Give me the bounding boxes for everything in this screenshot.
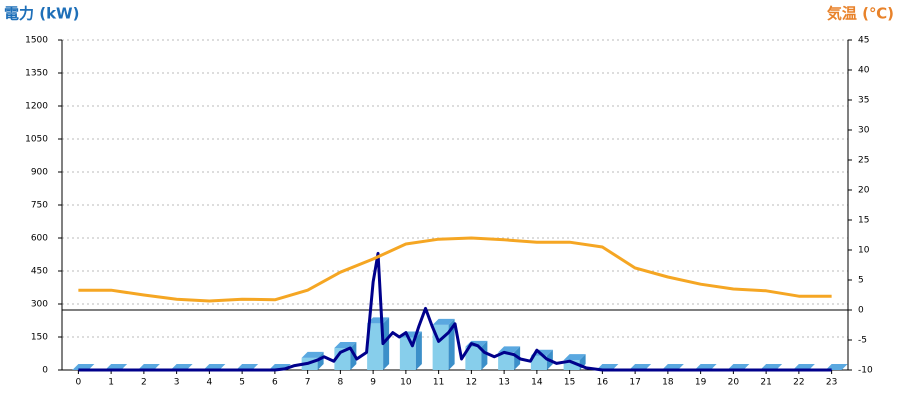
y-tick-label: 1350: [25, 69, 48, 79]
y-tick-label: 1050: [25, 135, 48, 145]
y-tick-label: 0: [42, 366, 48, 376]
x-tick-label: 10: [400, 378, 412, 388]
y2-tick-label: 10: [858, 246, 870, 256]
x-tick-label: 7: [305, 378, 311, 388]
bar-part: [383, 317, 390, 370]
bar-part: [530, 355, 547, 370]
y-tick-label: 900: [31, 168, 48, 178]
bar-part: [563, 360, 580, 370]
x-tick-label: 1: [108, 378, 114, 388]
y2-tick-label: 20: [858, 186, 870, 196]
x-tick-label: 14: [531, 378, 543, 388]
y2-tick-label: -10: [858, 366, 873, 376]
bar-part: [301, 351, 324, 358]
bar-part: [498, 352, 515, 370]
x-tick-label: 17: [629, 378, 640, 388]
y-axis-title: 電力 (kW): [4, 5, 79, 23]
x-tick-label: 9: [370, 378, 376, 388]
y2-tick-label: -5: [858, 336, 867, 346]
y-tick-label: 1500: [25, 36, 48, 46]
bar-part: [481, 340, 488, 370]
x-tick-label: 21: [760, 378, 771, 388]
y-tick-label: 600: [31, 234, 48, 244]
bar-part: [367, 323, 384, 370]
y2-tick-label: 45: [858, 36, 869, 46]
x-tick-label: 2: [141, 378, 147, 388]
bar-part: [367, 317, 390, 324]
y-tick-label: 300: [31, 300, 48, 310]
x-tick-label: 19: [695, 378, 707, 388]
y-tick-label: 450: [31, 267, 48, 277]
x-tick-label: 15: [564, 378, 575, 388]
x-tick-label: 16: [597, 378, 609, 388]
x-tick-label: 23: [826, 378, 837, 388]
y-tick-label: 150: [31, 333, 48, 343]
bar: [399, 331, 422, 370]
x-tick-label: 5: [239, 378, 245, 388]
x-tick-label: 8: [338, 378, 344, 388]
y2-tick-label: 35: [858, 96, 869, 106]
bar-part: [415, 331, 422, 370]
bar-part: [498, 346, 521, 353]
y2-tick-label: 25: [858, 156, 869, 166]
y2-tick-label: 5: [858, 276, 864, 286]
bar: [367, 317, 390, 370]
x-tick-label: 22: [793, 378, 804, 388]
bar-part: [432, 318, 455, 325]
line: [78, 236, 832, 303]
x-tick-label: 20: [728, 378, 740, 388]
y2-tick-label: 40: [858, 66, 870, 76]
y2-tick-label: 0: [858, 306, 864, 316]
x-tick-label: 0: [76, 378, 82, 388]
x-tick-label: 3: [174, 378, 180, 388]
x-tick-label: 6: [272, 378, 278, 388]
y-tick-label: 1200: [25, 102, 48, 112]
bar: [498, 346, 521, 370]
bar-part: [465, 346, 482, 370]
y2-axis-title: 気温 (℃): [827, 5, 894, 23]
x-tick-label: 11: [433, 378, 444, 388]
y2-tick-label: 30: [858, 126, 870, 136]
y2-tick-label: 15: [858, 216, 869, 226]
bar-part: [563, 354, 586, 361]
y-tick-label: 750: [31, 201, 48, 211]
x-tick-label: 12: [466, 378, 477, 388]
bar-part: [334, 342, 357, 348]
x-tick-label: 13: [498, 378, 509, 388]
x-tick-label: 4: [207, 378, 213, 388]
line: [78, 251, 832, 372]
x-tick-label: 18: [662, 378, 674, 388]
